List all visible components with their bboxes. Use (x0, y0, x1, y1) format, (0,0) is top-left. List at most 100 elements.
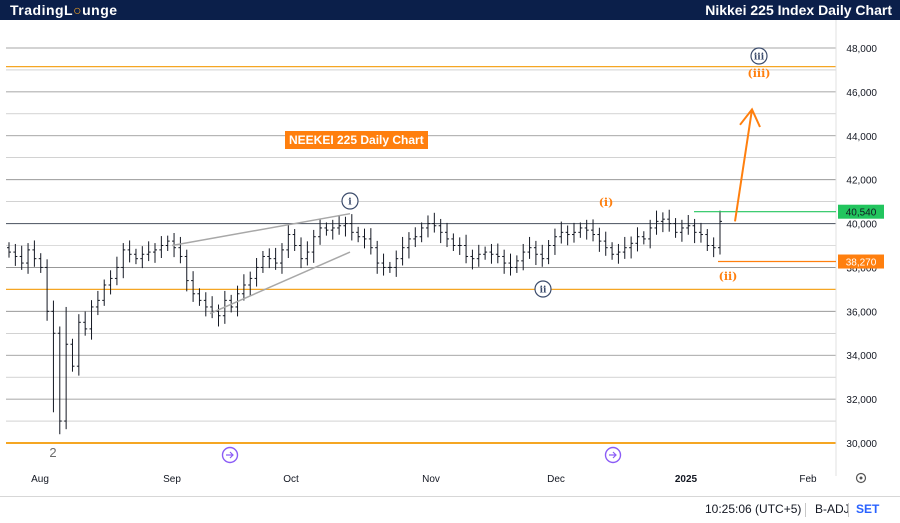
ohlc-bar (508, 253, 513, 276)
ohlc-bar (705, 229, 710, 251)
separator (805, 503, 806, 517)
ohlc-bar (648, 219, 653, 249)
chart-annotation-title: NEEKEI 225 Daily Chart (285, 131, 428, 149)
ohlc-bar (19, 245, 24, 270)
event-marker-arrow (609, 451, 617, 459)
y-tick-label: 36,000 (846, 307, 877, 318)
ohlc-bar (311, 229, 316, 263)
wedge-lower-line (209, 251, 351, 315)
ohlc-bar (476, 244, 481, 267)
ohlc-bar (153, 243, 158, 263)
settings-gear-icon[interactable] (855, 472, 867, 484)
ohlc-bar (502, 249, 507, 274)
price-chart[interactable]: 30,000 32,000 34,000 36,000 38,000 40,000 42,0… (0, 20, 900, 496)
status-bar: 10:25:06 (UTC+5) B-ADJ SET (0, 496, 900, 523)
wave-label: (i) (599, 196, 614, 209)
ohlc-bar (432, 212, 437, 233)
ohlc-bar (89, 300, 94, 340)
ohlc-bar (114, 256, 119, 286)
ohlc-bar (184, 249, 189, 292)
ohlc-bar (394, 250, 399, 277)
ohlc-bar (362, 228, 367, 249)
x-tick-label: Nov (422, 474, 440, 485)
ohlc-bar (368, 228, 373, 255)
x-tick-label: Feb (799, 474, 817, 485)
ohlc-bar (445, 222, 450, 248)
clock-readout[interactable]: 10:25:06 (UTC+5) (705, 502, 802, 516)
price-label-box (838, 204, 884, 219)
ohlc-bar (337, 214, 342, 235)
ohlc-bar (254, 258, 259, 287)
wave-label-circle (341, 192, 359, 210)
ohlc-bar (324, 222, 329, 236)
ohlc-bar (610, 242, 615, 260)
ohlc-bar (26, 243, 31, 274)
ohlc-bar (711, 237, 716, 258)
ohlc-bar (273, 247, 278, 270)
ohlc-bar (413, 227, 418, 248)
ohlc-bar (38, 253, 43, 273)
ohlc-bar (140, 246, 145, 269)
brand-logo[interactable]: TradingL○unge (10, 0, 118, 20)
ohlc-bar (451, 233, 456, 251)
ohlc-bar (483, 246, 488, 260)
ohlc-bar (45, 259, 50, 321)
separator (848, 503, 849, 517)
ohlc-bar (305, 241, 310, 266)
ohlc-bar (203, 292, 208, 317)
ohlc-bar (660, 212, 665, 233)
session-toggle[interactable]: SET (856, 502, 880, 516)
ohlc-bar (13, 243, 18, 266)
ohlc-bar (489, 243, 494, 264)
ohlc-bar (540, 244, 545, 267)
ohlc-bar (216, 304, 221, 327)
ohlc-bar (299, 237, 304, 269)
ohlc-bar (533, 240, 538, 266)
ohlc-bar (286, 225, 291, 259)
ohlc-bar (32, 240, 37, 267)
x-tick-label: Aug (31, 474, 49, 485)
wedge-upper-line (171, 212, 351, 247)
ohlc-bar (635, 227, 640, 252)
ohlc-bar (679, 219, 684, 242)
ohlc-bar (241, 274, 246, 301)
price-label-box (838, 254, 884, 269)
ohlc-bar (425, 215, 430, 238)
ohlc-bar (133, 248, 138, 265)
ohlc-bar (70, 338, 75, 372)
ohlc-bar (381, 253, 386, 276)
y-tick-label: 38,000 (846, 263, 877, 274)
y-tick-label: 30,000 (846, 439, 877, 450)
price-label: 40,540 (846, 208, 877, 219)
ohlc-bar (692, 218, 697, 244)
ohlc-bar (210, 296, 215, 319)
ohlc-bar (406, 232, 411, 259)
y-tick-label: 32,000 (846, 395, 877, 406)
adjustment-toggle[interactable]: B-ADJ (815, 502, 850, 516)
x-tick-label: Oct (283, 474, 299, 485)
ohlc-bar (279, 243, 284, 274)
ohlc-bar (470, 249, 475, 270)
ohlc-bar (292, 229, 297, 251)
ohlc-bar (438, 218, 443, 244)
ohlc-bar (603, 231, 608, 256)
ohlc-bar (629, 236, 634, 259)
ohlc-bar (641, 231, 646, 245)
wave-label: (ii) (719, 270, 738, 283)
y-tick-label: 42,000 (846, 176, 877, 187)
ohlc-bar (616, 243, 621, 264)
ohlc-bar (654, 210, 659, 235)
brand-wordmark: TradingL○unge (10, 2, 118, 18)
y-tick-label: 46,000 (846, 88, 877, 99)
ohlc-bar (95, 290, 100, 316)
ohlc-bar (343, 216, 348, 237)
ohlc-bar (146, 241, 151, 262)
ohlc-bar (591, 219, 596, 242)
projection-arrow-line (734, 109, 753, 222)
ohlc-bar (375, 240, 380, 274)
ohlc-bar (356, 226, 361, 243)
ohlc-bar (51, 300, 56, 413)
ohlc-bar (159, 236, 164, 259)
wave-label: 2 (49, 445, 56, 460)
